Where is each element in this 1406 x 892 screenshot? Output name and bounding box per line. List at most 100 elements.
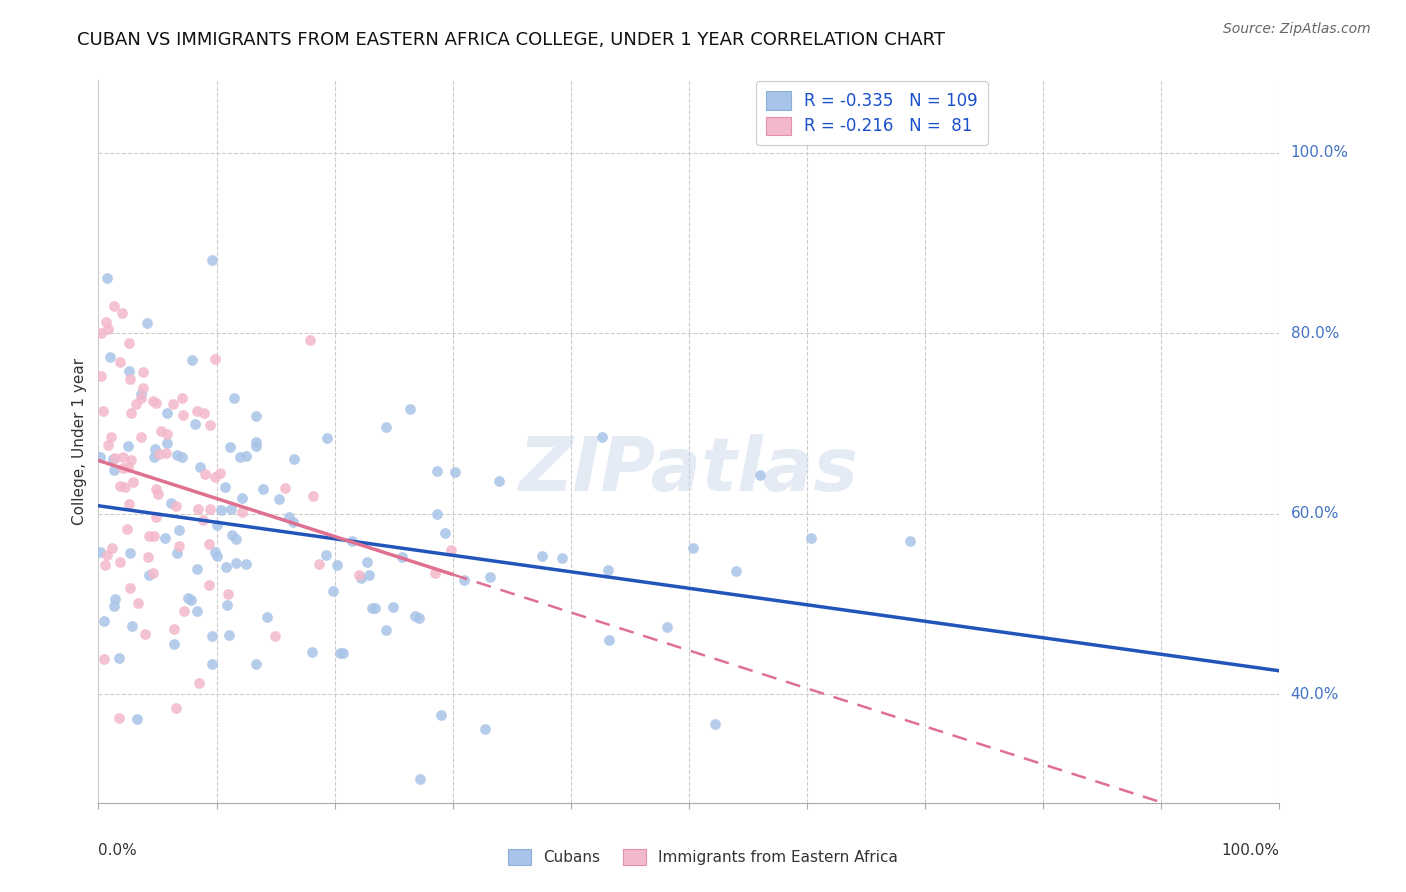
Point: [748, 468, 770, 483]
Point: [94, 315, 117, 329]
Point: [898, 534, 921, 549]
Point: [326, 558, 349, 572]
Point: [103, 599, 125, 613]
Point: [114, 480, 136, 494]
Point: [198, 418, 221, 433]
Point: [231, 506, 253, 520]
Point: [111, 306, 134, 320]
Point: [96, 548, 118, 562]
Point: [108, 651, 131, 665]
Point: [148, 487, 170, 501]
Point: [187, 676, 209, 690]
Point: [281, 515, 304, 529]
Point: [426, 507, 449, 521]
Point: [90, 369, 112, 384]
Point: [112, 461, 135, 475]
Point: [108, 355, 131, 369]
Point: [162, 397, 184, 411]
Text: 60.0%: 60.0%: [1291, 507, 1339, 521]
Point: [148, 447, 170, 461]
Point: [90, 326, 112, 341]
Point: [136, 316, 159, 330]
Point: [156, 435, 179, 450]
Point: [350, 571, 373, 585]
Point: [110, 478, 132, 492]
Point: [530, 549, 553, 563]
Point: [132, 381, 155, 395]
Point: [426, 464, 449, 478]
Point: [657, 620, 679, 634]
Point: [97, 438, 120, 452]
Point: [142, 394, 165, 409]
Point: [125, 712, 148, 726]
Point: [382, 599, 405, 614]
Text: 80.0%: 80.0%: [1291, 326, 1339, 341]
Point: [340, 533, 363, 548]
Point: [121, 619, 143, 633]
Point: [94, 558, 117, 573]
Point: [93, 614, 115, 628]
Point: [204, 545, 226, 559]
Point: [198, 578, 221, 592]
Point: [138, 529, 160, 543]
Point: [252, 482, 274, 496]
Point: [163, 637, 186, 651]
Point: [316, 431, 339, 445]
Point: [118, 546, 141, 560]
Point: [218, 628, 240, 642]
Point: [315, 548, 337, 562]
Point: [551, 550, 574, 565]
Point: [103, 463, 125, 477]
Point: [235, 449, 257, 463]
Point: [153, 531, 176, 545]
Point: [360, 600, 382, 615]
Point: [308, 557, 330, 571]
Point: [229, 450, 252, 464]
Point: [118, 364, 141, 378]
Point: [134, 627, 156, 641]
Point: [322, 583, 344, 598]
Point: [184, 417, 207, 432]
Point: [598, 563, 620, 577]
Point: [591, 430, 613, 444]
Point: [118, 335, 141, 350]
Text: ZIPatlas: ZIPatlas: [519, 434, 859, 507]
Point: [186, 604, 208, 618]
Point: [225, 532, 247, 546]
Point: [101, 452, 124, 467]
Point: [187, 502, 209, 516]
Point: [186, 403, 208, 417]
Point: [256, 609, 278, 624]
Point: [278, 509, 301, 524]
Point: [301, 645, 323, 659]
Point: [129, 391, 152, 405]
Text: Source: ZipAtlas.com: Source: ZipAtlas.com: [1223, 22, 1371, 37]
Point: [167, 523, 190, 537]
Point: [129, 430, 152, 444]
Point: [103, 450, 125, 465]
Point: [155, 446, 177, 460]
Point: [117, 459, 139, 474]
Point: [205, 517, 228, 532]
Point: [108, 711, 131, 725]
Point: [245, 434, 267, 449]
Point: [170, 391, 193, 405]
Point: [120, 406, 142, 420]
Point: [122, 475, 145, 489]
Point: [173, 604, 195, 618]
Point: [177, 591, 200, 606]
Point: [375, 420, 398, 434]
Point: [103, 299, 125, 313]
Point: [131, 365, 153, 379]
Point: [166, 448, 188, 462]
Point: [201, 657, 224, 672]
Point: [440, 543, 463, 558]
Text: 100.0%: 100.0%: [1291, 145, 1348, 160]
Point: [172, 409, 194, 423]
Point: [398, 402, 420, 417]
Point: [118, 497, 141, 511]
Point: [136, 549, 159, 564]
Point: [190, 459, 212, 474]
Point: [225, 556, 247, 570]
Point: [191, 513, 214, 527]
